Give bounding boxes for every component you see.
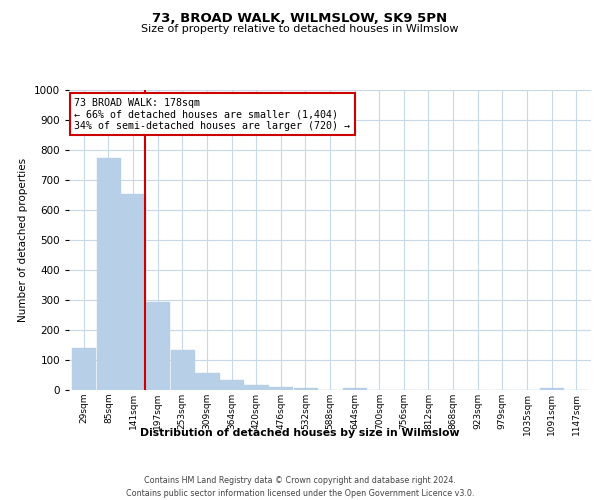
Text: Contains HM Land Registry data © Crown copyright and database right 2024.: Contains HM Land Registry data © Crown c… — [144, 476, 456, 485]
Bar — [244, 385, 268, 390]
Y-axis label: Number of detached properties: Number of detached properties — [18, 158, 28, 322]
Text: 73 BROAD WALK: 178sqm
← 66% of detached houses are smaller (1,404)
34% of semi-d: 73 BROAD WALK: 178sqm ← 66% of detached … — [74, 98, 350, 130]
Bar — [121, 194, 145, 390]
Bar — [293, 388, 317, 390]
Bar — [97, 158, 120, 390]
Bar — [343, 388, 367, 390]
Bar — [540, 388, 563, 390]
Bar — [269, 387, 292, 390]
Text: Size of property relative to detached houses in Wilmslow: Size of property relative to detached ho… — [141, 24, 459, 34]
Text: 73, BROAD WALK, WILMSLOW, SK9 5PN: 73, BROAD WALK, WILMSLOW, SK9 5PN — [152, 12, 448, 26]
Bar — [146, 302, 169, 390]
Text: Contains public sector information licensed under the Open Government Licence v3: Contains public sector information licen… — [126, 489, 474, 498]
Bar — [220, 380, 243, 390]
Bar — [195, 373, 218, 390]
Bar — [72, 348, 95, 390]
Text: Distribution of detached houses by size in Wilmslow: Distribution of detached houses by size … — [140, 428, 460, 438]
Bar — [170, 350, 194, 390]
